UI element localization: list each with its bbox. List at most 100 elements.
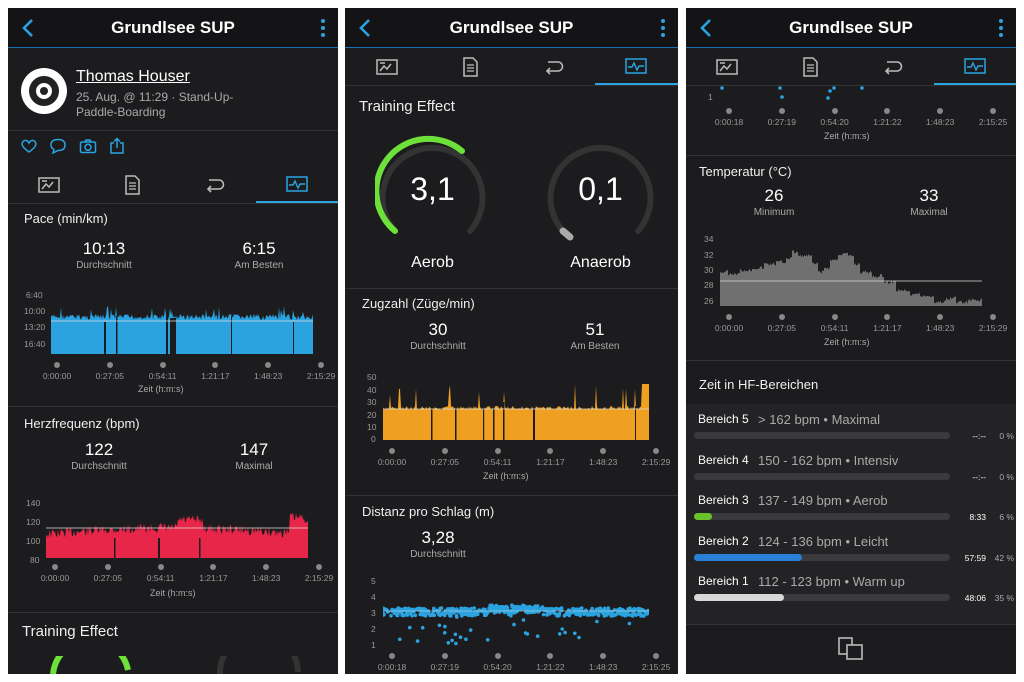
tab-summary[interactable]	[686, 48, 769, 85]
tab-details[interactable]	[769, 48, 852, 85]
tab-charts[interactable]	[255, 166, 338, 203]
data-point	[560, 627, 564, 631]
heart-icon[interactable]	[20, 138, 38, 154]
tab-summary[interactable]	[8, 166, 91, 203]
time-axis-dot	[600, 448, 607, 454]
tab-details[interactable]	[428, 48, 511, 85]
data-point	[484, 613, 488, 617]
back-arrow-icon[interactable]	[18, 16, 40, 40]
zone-name: Bereich 2	[698, 533, 749, 548]
hr-ytick: 140	[26, 498, 41, 508]
data-point	[626, 607, 631, 612]
zone-percent: 0 %	[999, 431, 1014, 441]
page-title: Grundlsee SUP	[449, 18, 574, 37]
time-axis-tick: 1:48:23	[589, 662, 618, 672]
avatar[interactable]	[21, 68, 67, 114]
data-point	[557, 611, 562, 616]
pace-ytick: 10:00	[24, 306, 46, 316]
time-axis-tick: 2:15:29	[641, 457, 671, 467]
time-axis-dot	[441, 653, 448, 659]
te-gauges-preview	[50, 656, 301, 674]
time-axis-dot	[937, 314, 944, 320]
time-axis-tick: 0:54:11	[148, 371, 177, 381]
data-point	[464, 637, 468, 641]
hr-title: Herzfrequenz (bpm)	[24, 416, 140, 431]
user-name[interactable]: Thomas Houser	[76, 68, 190, 85]
zone-bar-fill	[694, 513, 712, 520]
data-point	[521, 603, 525, 608]
comment-icon[interactable]	[49, 138, 67, 154]
time-axis-dot	[831, 108, 838, 114]
zone-time: 48:06	[964, 593, 986, 603]
more-vertical-icon[interactable]	[318, 16, 328, 40]
zone-name: Bereich 4	[698, 452, 749, 467]
data-point	[463, 608, 467, 613]
data-point	[518, 607, 522, 612]
tab-summary[interactable]	[345, 48, 428, 85]
data-point	[627, 621, 632, 626]
time-axis-tick: 1:48:23	[926, 117, 955, 127]
dps-time-axis: 0:00:18 0:27:19 0:54:20 1:21:22 1:48:23 2:15:…	[369, 653, 670, 673]
time-axis-dot	[653, 448, 659, 454]
chart-gap	[104, 322, 106, 354]
dps-ytick: 3	[371, 608, 376, 618]
data-point	[429, 612, 433, 617]
zone-bar	[694, 594, 950, 601]
tab-charts[interactable]	[933, 48, 1016, 85]
tab-charts[interactable]	[594, 48, 678, 85]
temp-area	[720, 250, 982, 306]
data-point	[405, 613, 410, 617]
more-vertical-icon[interactable]	[658, 16, 668, 40]
zone-percent: 6 %	[999, 512, 1014, 522]
chart-gap	[158, 538, 160, 558]
temp-min-value: 26	[764, 186, 784, 205]
dps-avg-value: 3,28	[421, 528, 455, 547]
time-axis-dot	[265, 362, 272, 368]
data-point	[541, 612, 546, 617]
time-axis-tick: 1:21:17	[873, 323, 902, 333]
data-point	[563, 613, 567, 617]
time-axis-tick: 2:15:29	[304, 573, 334, 583]
time-axis-dot	[600, 653, 607, 659]
copy-icon[interactable]	[837, 636, 865, 662]
data-point	[395, 613, 400, 618]
zone-time: --:--	[972, 471, 986, 482]
strokes-ytick: 10	[367, 422, 377, 432]
back-arrow-icon[interactable]	[696, 16, 718, 40]
tab-details[interactable]	[91, 166, 174, 203]
chart-gap	[114, 538, 116, 558]
camera-icon[interactable]	[79, 138, 97, 154]
time-axis-tick: 1:48:23	[589, 457, 618, 467]
tab-laps[interactable]	[173, 166, 256, 203]
data-point	[453, 632, 458, 637]
anaerob-value: 0,1	[578, 171, 623, 207]
time-axis-tick: 1:48:23	[926, 323, 955, 333]
activity-type: Paddle-Boarding	[76, 105, 166, 119]
data-point	[460, 606, 465, 611]
data-point	[595, 619, 599, 624]
data-point	[635, 608, 640, 612]
data-point	[398, 637, 402, 642]
hr-max-label: Maximal	[235, 461, 273, 472]
tab-laps[interactable]	[851, 48, 934, 85]
time-axis-dot	[884, 108, 891, 114]
data-point	[437, 623, 442, 628]
data-point	[521, 618, 526, 622]
back-arrow-icon[interactable]	[355, 16, 377, 40]
zone-percent: 35 %	[994, 593, 1014, 603]
time-axis-dot	[441, 448, 448, 454]
more-vertical-icon[interactable]	[996, 16, 1006, 40]
summary-tab-icon	[38, 176, 60, 193]
share-icon[interactable]	[109, 137, 125, 155]
data-point	[645, 612, 649, 616]
anaerob-label: Anaerob	[570, 254, 631, 271]
time-axis-dot	[157, 564, 164, 570]
time-axis-dot	[547, 653, 554, 659]
hr-x-label: Zeit (h:m:s)	[150, 588, 196, 598]
hf-zones-list: Bereich 5 > 162 bpm • Maximal --:-- 0 % B…	[686, 404, 1016, 624]
time-axis-tick: 1:48:23	[252, 573, 281, 583]
temp-ytick: 30	[704, 265, 714, 275]
training-effect-panel: Grundlsee SUP Training Effect 3,1 Aerob …	[345, 8, 678, 674]
tab-laps[interactable]	[512, 48, 595, 85]
data-point	[383, 612, 385, 617]
